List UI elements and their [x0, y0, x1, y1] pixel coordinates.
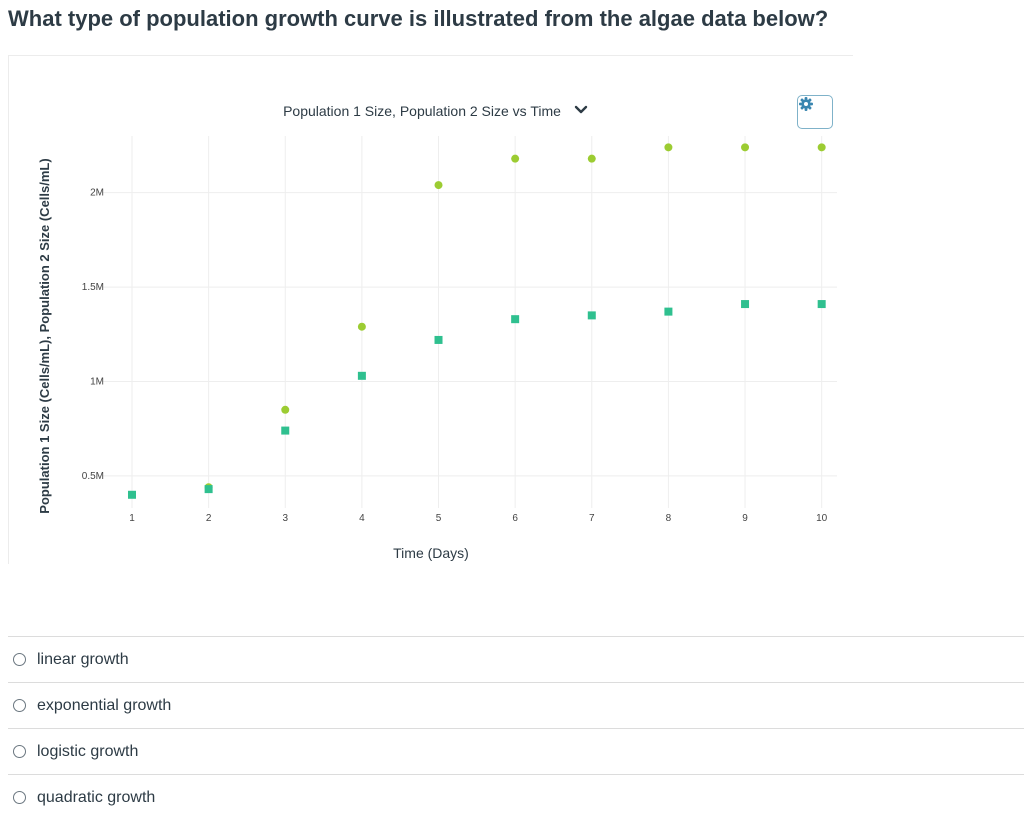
answer-label: exponential growth [37, 696, 172, 714]
series-1 [204, 143, 826, 492]
x-tick-label: 8 [666, 513, 672, 524]
series-2 [127, 300, 826, 499]
x-axis-label: Time (Days) [393, 545, 469, 561]
data-point [741, 143, 750, 152]
x-tick-label: 1 [129, 513, 135, 524]
data-markers [127, 143, 826, 499]
answer-label: logistic growth [37, 742, 139, 760]
x-tick-label: 3 [282, 513, 288, 524]
chart-container: 1 2 3 4 5 6 7 8 9 10 0.5M 1M 1.5M 2M Population 1 Si… [8, 55, 853, 564]
data-point [357, 371, 366, 380]
data-point [434, 181, 443, 190]
answer-label: linear growth [37, 650, 129, 668]
data-point [587, 154, 596, 163]
y-tick-label: 1M [90, 376, 104, 387]
answer-option-exponential[interactable]: exponential growth [8, 682, 1024, 728]
answer-options: linear growth exponential growth logisti… [8, 636, 1024, 820]
data-point [817, 143, 826, 152]
data-point [281, 426, 290, 435]
answer-option-quadratic[interactable]: quadratic growth [8, 774, 1024, 820]
x-tick-label: 5 [436, 513, 442, 524]
data-point [587, 311, 596, 320]
answer-option-linear[interactable]: linear growth [8, 636, 1024, 682]
y-tick-label: 2M [90, 188, 104, 199]
x-tick-label: 6 [512, 513, 518, 524]
gear-icon [799, 97, 813, 111]
data-point [127, 490, 136, 499]
question-text: What type of population growth curve is … [8, 6, 829, 31]
y-tick-label: 0.5M [82, 471, 104, 482]
radio-button[interactable] [13, 745, 26, 758]
y-axis-label: Population 1 Size (Cells/mL), Population… [37, 158, 52, 513]
radio-button[interactable] [13, 653, 26, 666]
data-point [664, 307, 673, 316]
scatter-chart: 1 2 3 4 5 6 7 8 9 10 0.5M 1M 1.5M 2M Population 1 Si… [37, 103, 837, 561]
x-tick-label: 2 [206, 513, 212, 524]
x-tick-labels: 1 2 3 4 5 6 7 8 9 10 [129, 513, 827, 524]
chart-dropdown-toggle[interactable] [574, 105, 588, 114]
answer-label: quadratic growth [37, 788, 156, 806]
data-point [817, 300, 826, 309]
data-point [741, 300, 750, 309]
y-tick-labels: 0.5M 1M 1.5M 2M [82, 188, 104, 482]
x-tick-label: 9 [742, 513, 748, 524]
x-tick-label: 10 [816, 513, 828, 524]
data-point [434, 335, 443, 344]
chart-title: Population 1 Size, Population 2 Size vs … [283, 103, 561, 119]
x-tick-label: 7 [589, 513, 595, 524]
data-point [204, 485, 213, 494]
chart-settings-button[interactable] [797, 95, 833, 129]
answer-option-logistic[interactable]: logistic growth [8, 728, 1024, 774]
data-point [511, 154, 520, 163]
radio-button[interactable] [13, 791, 26, 804]
data-point [664, 143, 673, 152]
y-tick-label: 1.5M [82, 282, 104, 293]
radio-button[interactable] [13, 699, 26, 712]
data-point [281, 405, 290, 414]
x-tick-label: 4 [359, 513, 365, 524]
grid-lines [97, 136, 837, 508]
chevron-down-icon [574, 105, 588, 114]
data-point [511, 315, 520, 324]
data-point [357, 322, 366, 331]
